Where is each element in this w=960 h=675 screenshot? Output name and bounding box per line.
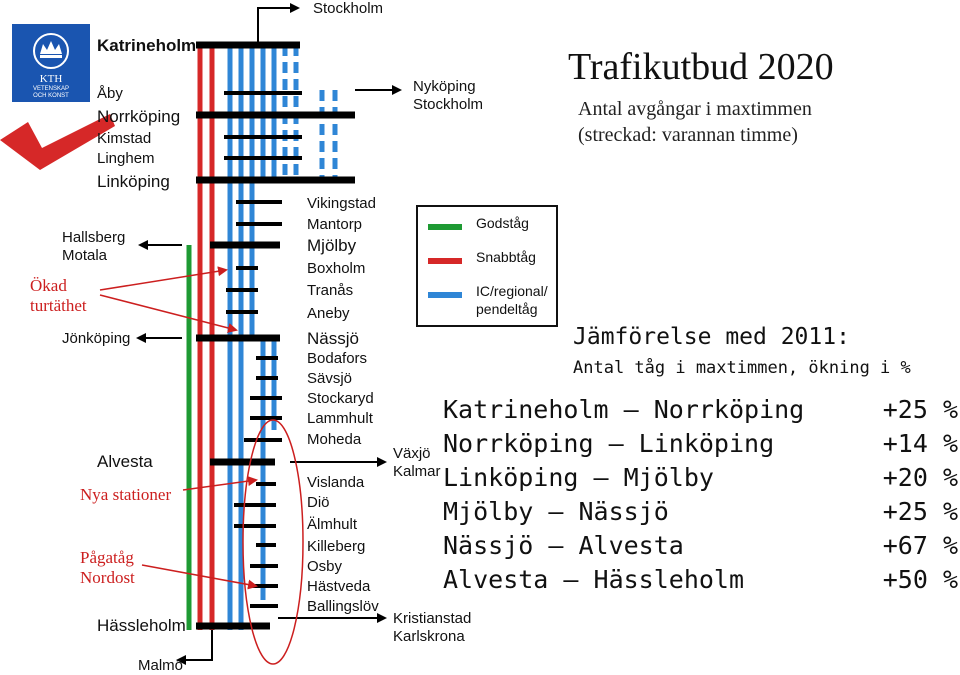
comparison-route: Mjölby – Nässjö (443, 497, 669, 526)
arrow-malmo (176, 630, 213, 665)
station-vikingstad: Vikingstad (307, 195, 376, 212)
station-aby: Åby (97, 85, 123, 102)
station-mantorp: Mantorp (307, 216, 363, 233)
new-stations-ellipse (242, 419, 304, 665)
legend-swatch-regional (428, 292, 462, 298)
station-bodafors: Bodafors (307, 350, 368, 367)
station-boxholm: Boxholm (307, 260, 366, 277)
comparison-row: Katrineholm – Norrköping +25 % (443, 394, 958, 426)
page-subtitle-1: Antal avgångar i maxtimmen (578, 98, 812, 120)
comparison-route: Katrineholm – Norrköping (443, 395, 805, 424)
station-linkoping: Linköping (97, 172, 170, 191)
legend-item-freight: Godståg (418, 213, 558, 243)
station-hastveda: Hästveda (307, 578, 371, 595)
comparison-route: Norrköping – Linköping (443, 429, 775, 458)
kth-logo-text: KTH (39, 73, 63, 85)
comparison-route: Nässjö – Alvesta (443, 531, 684, 560)
branch-hallsberg: Hallsberg (62, 229, 126, 246)
station-nassjo: Nässjö (307, 329, 359, 348)
station-savsjo: Sävsjö (307, 370, 353, 387)
note-okad: Ökad (30, 276, 67, 295)
branch-motala: Motala (62, 247, 108, 264)
legend-item-fast: Snabbtåg (418, 247, 558, 277)
annotation-arrows (99, 266, 258, 590)
branch-kristianstad: Kristianstad (393, 610, 472, 627)
legend-swatch-fast (428, 258, 462, 264)
station-tranas: Tranås (307, 282, 354, 299)
note-nordost: Nordost (80, 568, 135, 587)
legend-label-fast: Snabbtåg (476, 249, 536, 265)
station-mjolby: Mjölby (307, 236, 357, 255)
comparison-increase: +50 % (882, 565, 958, 594)
branch-vaxjo: Växjö (393, 445, 431, 462)
station-alvesta: Alvesta (97, 452, 153, 471)
minor-station-ticks (224, 91, 302, 608)
station-almhult: Älmhult (307, 516, 358, 533)
station-katrineholm: Katrineholm (97, 36, 197, 55)
station-vislanda: Vislanda (307, 474, 365, 491)
legend: Godståg Snabbtåg IC/regional/ pendeltåg (416, 205, 558, 327)
kth-logo: KTH VETENSKAP OCH KONST (12, 24, 90, 102)
legend-label-freight: Godståg (476, 215, 529, 231)
legend-item-regional: IC/regional/ pendeltåg (418, 281, 558, 321)
station-killeberg: Killeberg (307, 538, 366, 555)
page-title: Trafikutbud 2020 (568, 46, 834, 88)
branch-jonkoping: Jönköping (62, 330, 131, 347)
branch-kalmar: Kalmar (393, 463, 441, 480)
station-lammhult: Lammhult (307, 410, 373, 427)
page-subtitle-2: (streckad: varannan timme) (578, 124, 798, 146)
comparison-increase: +67 % (882, 531, 958, 560)
kth-crown-icon (12, 24, 90, 102)
comparison-row: Mjölby – Nässjö +25 % (443, 496, 958, 528)
arrow-stockholm-top (257, 3, 300, 45)
station-aneby: Aneby (307, 305, 350, 322)
station-linghem: Linghem (97, 150, 155, 167)
branch-arrows (136, 3, 402, 665)
major-station-ticks (196, 41, 355, 630)
branch-stockholm: Stockholm (413, 96, 484, 113)
station-hassleholm: Hässleholm (97, 616, 186, 635)
legend-swatch-freight (428, 224, 462, 230)
station-stockaryd: Stockaryd (307, 390, 374, 407)
comparison-heading: Jämförelse med 2011: (573, 324, 850, 350)
note-nya-stationer: Nya stationer (80, 485, 172, 504)
branch-karlskrona: Karlskrona (393, 628, 465, 645)
comparison-row: Norrköping – Linköping +14 % (443, 428, 958, 460)
comparison-route: Alvesta – Hässleholm (443, 565, 745, 594)
station-malmo: Malmö (138, 657, 184, 674)
station-kimstad: Kimstad (97, 130, 152, 147)
station-norrkoping: Norrköping (97, 107, 181, 126)
comparison-increase: +14 % (882, 429, 958, 458)
station-moheda: Moheda (307, 431, 362, 448)
comparison-row: Alvesta – Hässleholm +50 % (443, 564, 958, 596)
station-osby: Osby (307, 558, 343, 575)
branch-nykoping: Nyköping (413, 78, 476, 95)
kth-logo-subtext-2: OCH KONST (33, 93, 69, 99)
comparison-increase: +25 % (882, 497, 958, 526)
note-turtathet: turtäthet (30, 296, 87, 315)
red-chevron-logo (0, 114, 115, 170)
kth-logo-subtext: VETENSKAP (32, 86, 69, 92)
comparison-row: Linköping – Mjölby +20 % (443, 462, 958, 494)
station-stockholm-top: Stockholm (313, 0, 384, 17)
legend-label-regional-2: pendeltåg (476, 301, 538, 317)
comparison-subheading: Antal tåg i maxtimmen, ökning i % (573, 358, 911, 378)
comparison-route: Linköping – Mjölby (443, 463, 714, 492)
note-pagatag: Pågatåg (80, 548, 134, 567)
station-dio: Diö (307, 494, 330, 511)
station-ballingslov: Ballingslöv (307, 598, 379, 615)
legend-label-regional-1: IC/regional/ (476, 283, 548, 299)
comparison-increase: +25 % (882, 395, 958, 424)
comparison-increase: +20 % (882, 463, 958, 492)
comparison-row: Nässjö – Alvesta +67 % (443, 530, 958, 562)
